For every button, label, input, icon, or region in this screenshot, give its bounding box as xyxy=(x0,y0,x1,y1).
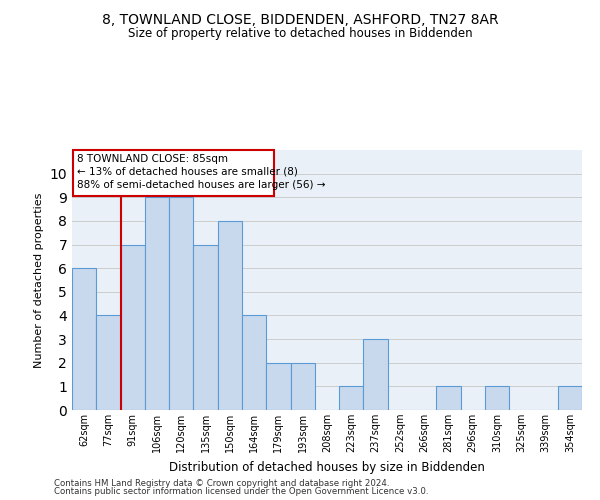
Bar xyxy=(485,386,509,410)
Bar xyxy=(364,339,388,410)
Bar xyxy=(96,316,121,410)
Bar xyxy=(145,198,169,410)
Bar xyxy=(121,244,145,410)
Y-axis label: Number of detached properties: Number of detached properties xyxy=(34,192,44,368)
Bar xyxy=(266,362,290,410)
Bar xyxy=(193,244,218,410)
Text: Contains HM Land Registry data © Crown copyright and database right 2024.: Contains HM Land Registry data © Crown c… xyxy=(54,478,389,488)
FancyBboxPatch shape xyxy=(73,150,274,196)
Text: 8 TOWNLAND CLOSE: 85sqm
← 13% of detached houses are smaller (8)
88% of semi-det: 8 TOWNLAND CLOSE: 85sqm ← 13% of detache… xyxy=(77,154,325,190)
Bar xyxy=(290,362,315,410)
Text: 8, TOWNLAND CLOSE, BIDDENDEN, ASHFORD, TN27 8AR: 8, TOWNLAND CLOSE, BIDDENDEN, ASHFORD, T… xyxy=(101,12,499,26)
X-axis label: Distribution of detached houses by size in Biddenden: Distribution of detached houses by size … xyxy=(169,460,485,473)
Bar xyxy=(242,316,266,410)
Text: Contains public sector information licensed under the Open Government Licence v3: Contains public sector information licen… xyxy=(54,487,428,496)
Bar xyxy=(339,386,364,410)
Bar xyxy=(218,221,242,410)
Bar xyxy=(72,268,96,410)
Bar xyxy=(558,386,582,410)
Bar xyxy=(169,198,193,410)
Bar xyxy=(436,386,461,410)
Text: Size of property relative to detached houses in Biddenden: Size of property relative to detached ho… xyxy=(128,28,472,40)
